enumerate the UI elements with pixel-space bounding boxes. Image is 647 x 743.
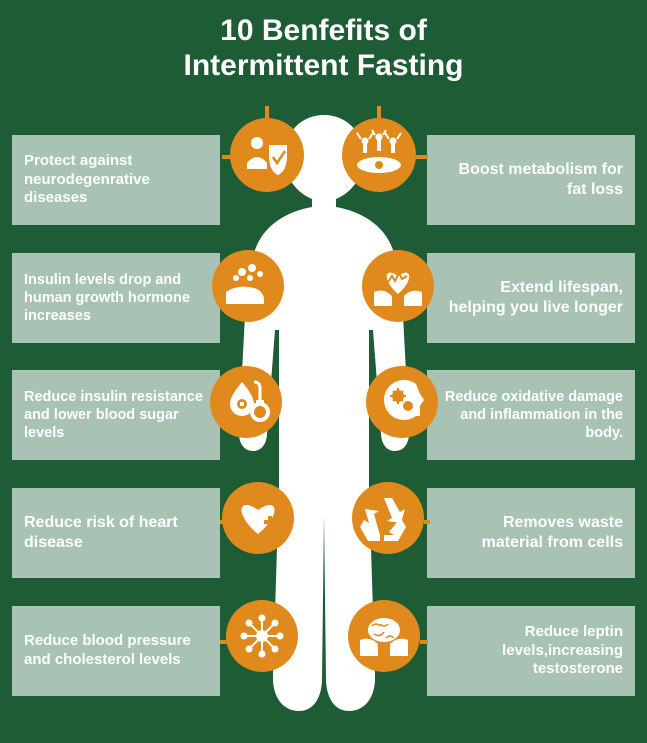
benefit-box-9: Reduce blood pressure and cholesterol le… (12, 606, 220, 696)
hands-brain-icon (348, 600, 420, 672)
glucose-drop-icon (210, 366, 282, 438)
benefit-box-4: Extend lifespan, helping you live longer (427, 253, 635, 343)
hands-heart-icon (362, 250, 434, 322)
benefit-text: Reduce blood pressure and cholesterol le… (24, 632, 208, 670)
connector (265, 106, 269, 118)
connector (420, 640, 428, 644)
title-line-1: 10 Benfefits of (0, 14, 647, 49)
molecule-network-icon (226, 600, 298, 672)
title-line-2: Intermittent Fasting (0, 49, 647, 84)
benefit-text: Reduce leptin levels,increasing testoste… (439, 623, 623, 679)
connector (424, 520, 430, 524)
head-gears-icon (366, 366, 438, 438)
connector (377, 106, 381, 118)
benefit-box-2: Boost metabolism for fat loss (427, 135, 635, 225)
benefit-box-8: Removes waste material from cells (427, 488, 635, 578)
benefit-text: Insulin levels drop and human growth hor… (24, 271, 208, 325)
benefit-box-5: Reduce insulin resistance and lower bloo… (12, 370, 220, 460)
connector (416, 155, 428, 159)
hand-molecule-icon (212, 250, 284, 322)
benefit-box-10: Reduce leptin levels,increasing testoste… (427, 606, 635, 696)
benefit-text: Reduce oxidative damage and inflammation… (439, 388, 623, 442)
benefit-text: Protect against neurodegenrative disease… (24, 152, 208, 208)
heart-plus-icon (222, 482, 294, 554)
benefit-text: Extend lifespan, helping you live longer (439, 278, 623, 318)
shield-person-icon (230, 118, 304, 192)
title: 10 Benfefits of Intermittent Fasting (0, 0, 647, 83)
benefit-box-7: Reduce risk of heart disease (12, 488, 220, 578)
benefit-box-1: Protect against neurodegenrative disease… (12, 135, 220, 225)
benefit-box-3: Insulin levels drop and human growth hor… (12, 253, 220, 343)
metabolism-icon (342, 118, 416, 192)
benefit-text: Boost metabolism for fat loss (439, 160, 623, 200)
recycle-icon (352, 482, 424, 554)
benefit-text: Reduce risk of heart disease (24, 513, 208, 553)
benefit-text: Removes waste material from cells (439, 513, 623, 553)
benefit-box-6: Reduce oxidative damage and inflammation… (427, 370, 635, 460)
benefit-text: Reduce insulin resistance and lower bloo… (24, 388, 208, 442)
